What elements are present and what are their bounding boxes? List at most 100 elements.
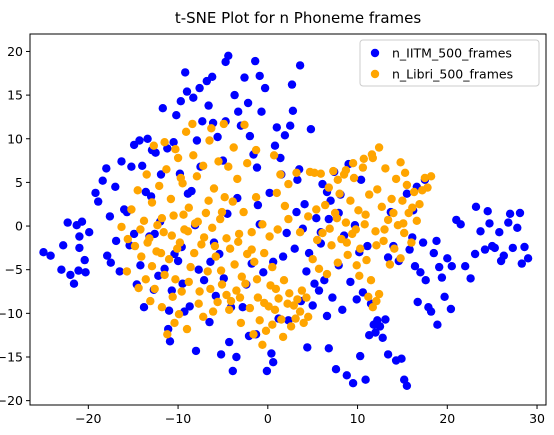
scatter-point-series-1 (362, 255, 371, 265)
scatter-point-series-1 (359, 154, 368, 163)
scatter-point-series-0 (318, 179, 327, 189)
scatter-point-series-0 (381, 315, 390, 324)
scatter-point-series-0 (356, 351, 365, 361)
scatter-point-series-0 (253, 200, 263, 210)
scatter-point-series-1 (199, 312, 208, 321)
scatter-point-series-0 (466, 274, 475, 283)
scatter-point-series-0 (288, 106, 298, 116)
scatter-point-series-1 (133, 186, 142, 195)
scatter-point-series-1 (251, 145, 261, 155)
scatter-point-series-0 (111, 182, 120, 191)
scatter-point-series-1 (268, 262, 277, 272)
scatter-point-series-1 (352, 261, 361, 270)
scatter-point-series-0 (483, 207, 492, 216)
scatter-point-series-1 (385, 260, 395, 269)
scatter-point-series-1 (313, 235, 322, 245)
scatter-point-series-0 (208, 72, 217, 82)
scatter-point-series-1 (237, 272, 246, 281)
scatter-point-series-0 (169, 138, 178, 147)
scatter-point-series-0 (331, 365, 341, 374)
scatter-point-series-1 (169, 211, 178, 220)
scatter-point-series-0 (115, 267, 124, 276)
scatter-point-series-1 (400, 228, 409, 238)
y-tick-label: −20 (0, 393, 23, 408)
scatter-point-series-0 (312, 214, 321, 223)
scatter-point-series-1 (157, 214, 167, 223)
scatter-point-series-0 (378, 333, 387, 342)
scatter-point-series-1 (258, 340, 267, 349)
scatter-point-series-1 (327, 241, 336, 250)
scatter-point-series-1 (222, 234, 231, 243)
scatter-point-series-1 (184, 203, 193, 212)
scatter-point-series-0 (303, 343, 312, 352)
scatter-point-series-1 (230, 260, 239, 269)
scatter-point-series-1 (304, 312, 313, 321)
x-tick-label: −10 (165, 411, 191, 426)
scatter-point-series-1 (279, 276, 289, 285)
scatter-point-series-1 (329, 166, 338, 176)
scatter-point-series-1 (270, 305, 280, 314)
scatter-point-series-1 (276, 170, 285, 179)
scatter-point-series-0 (361, 375, 370, 384)
scatter-point-series-1 (234, 237, 243, 246)
legend-marker (370, 48, 380, 58)
scatter-point-series-1 (247, 228, 256, 237)
scatter-point-series-1 (271, 284, 281, 294)
scatter-point-series-1 (249, 330, 258, 339)
scatter-point-series-1 (280, 201, 290, 211)
scatter-point-series-1 (402, 180, 412, 190)
scatter-point-series-1 (167, 231, 176, 240)
scatter-point-series-0 (413, 297, 422, 307)
scatter-point-series-0 (102, 164, 111, 173)
scatter-point-series-1 (181, 127, 191, 136)
scatter-point-series-1 (387, 194, 396, 204)
scatter-point-series-1 (335, 189, 344, 198)
scatter-point-series-1 (341, 166, 351, 175)
scatter-point-series-1 (179, 210, 188, 219)
scatter-point-series-0 (290, 244, 299, 253)
scatter-point-series-1 (173, 153, 183, 163)
scatter-point-series-0 (505, 209, 515, 218)
scatter-point-series-0 (69, 279, 79, 288)
scatter-point-series-1 (355, 271, 364, 280)
scatter-point-series-0 (257, 107, 266, 116)
scatter-point-series-1 (252, 275, 262, 284)
scatter-point-series-1 (380, 225, 389, 234)
scatter-point-series-0 (324, 214, 333, 224)
scatter-point-series-0 (432, 236, 441, 246)
scatter-point-series-0 (383, 350, 393, 359)
scatter-point-series-1 (213, 297, 222, 307)
scatter-point-series-1 (286, 322, 296, 331)
scatter-point-series-1 (312, 205, 321, 214)
scatter-point-series-1 (358, 163, 368, 172)
scatter-point-series-0 (348, 379, 358, 388)
scatter-point-series-1 (217, 207, 227, 217)
y-tick-label: −10 (0, 306, 23, 321)
scatter-point-series-1 (139, 216, 149, 225)
scatter-point-series-1 (398, 196, 407, 205)
x-axis: −20 −10 0 10 20 30 (75, 405, 545, 426)
scatter-point-series-0 (106, 258, 116, 267)
scatter-point-series-1 (217, 280, 227, 289)
scatter-point-series-1 (314, 264, 324, 273)
scatter-point-series-1 (206, 284, 215, 294)
x-tick-label: 0 (264, 411, 272, 426)
scatter-point-series-0 (66, 270, 75, 280)
scatter-point-series-0 (176, 97, 185, 106)
scatter-point-series-0 (143, 134, 152, 143)
scatter-point-series-0 (165, 337, 175, 346)
x-tick-label: −20 (75, 411, 101, 426)
scatter-point-series-0 (205, 317, 214, 327)
scatter-point-series-1 (210, 241, 220, 251)
scatter-point-series-0 (352, 295, 361, 304)
scatter-point-series-0 (105, 212, 115, 221)
scatter-point-series-1 (264, 302, 273, 311)
scatter-point-series-1 (204, 196, 213, 205)
scatter-point-series-1 (361, 210, 370, 219)
scatter-point-series-1 (162, 165, 171, 174)
scatter-point-series-0 (63, 218, 72, 227)
scatter-point-series-1 (400, 168, 410, 177)
scatter-point-series-1 (239, 207, 248, 217)
scatter-point-series-1 (322, 269, 332, 279)
scatter-point-series-0 (324, 344, 333, 353)
